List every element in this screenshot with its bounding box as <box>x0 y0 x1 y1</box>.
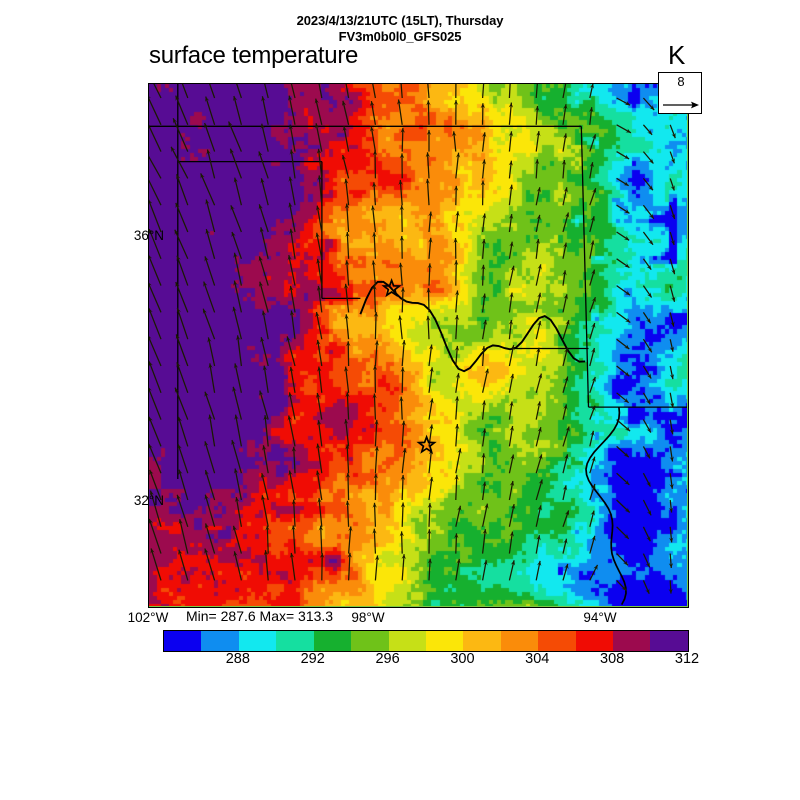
colorbar-tick-labels: 288 292 296 300 304 308 312 <box>163 651 699 671</box>
title-date-line: 2023/4/13/21UTC (15LT), Thursday <box>296 13 504 28</box>
border-line <box>580 126 590 408</box>
colorbar-band-2 <box>238 631 277 651</box>
map-overlay <box>149 84 687 605</box>
star-marker-0[interactable] <box>381 277 402 298</box>
wind-vector-field <box>149 84 676 595</box>
x-axis-tick-94w: 94°W <box>583 610 617 625</box>
colorbar-band-0 <box>164 631 202 651</box>
colorbar-band-7 <box>425 631 464 651</box>
border-line <box>359 280 586 373</box>
colorbar-band-1 <box>201 631 239 651</box>
page-title: surface temperature <box>149 42 359 69</box>
x-axis-tick-102w: 102°W <box>127 610 169 625</box>
y-axis-tick-36n: 36°N <box>133 228 164 243</box>
colorbar-tick-288: 288 <box>225 651 250 667</box>
colorbar-band-12 <box>613 631 651 651</box>
colorbar-band-10 <box>538 631 576 651</box>
colorbar-band-13 <box>650 631 688 651</box>
colorbar-band-4 <box>313 631 352 651</box>
colorbar-tick-308: 308 <box>600 651 625 667</box>
title-model-line: FV3m0b0l0_GFS025 <box>338 29 462 44</box>
x-axis-tick-98w: 98°W <box>351 610 385 625</box>
colorbar-tick-312: 312 <box>674 651 700 667</box>
y-axis-tick-32n: 32°N <box>133 493 164 508</box>
colorbar-band-6 <box>388 631 426 651</box>
colorbar-tick-296: 296 <box>375 651 400 667</box>
border-line <box>585 407 627 605</box>
colorbar-tick-304: 304 <box>525 651 550 667</box>
map-panel[interactable] <box>148 83 689 608</box>
right-arrow-icon <box>663 101 699 109</box>
colorbar-band-3 <box>276 631 314 651</box>
colorbar-band-11 <box>575 631 614 651</box>
colorbar-band-5 <box>351 631 389 651</box>
unit-label: K <box>668 40 686 70</box>
colorbar-band-9 <box>500 631 539 651</box>
colorbar-tick-300: 300 <box>450 651 475 667</box>
wind-vector-key: 8 <box>658 72 702 114</box>
wind-vector-key-label: 8 <box>677 74 685 89</box>
colorbar[interactable] <box>163 630 689 652</box>
min-max-stats: Min= 287.6 Max= 313.3 <box>186 608 334 624</box>
colorbar-band-8 <box>463 631 501 651</box>
colorbar-tick-292: 292 <box>300 651 325 667</box>
star-marker-1[interactable] <box>416 434 437 454</box>
